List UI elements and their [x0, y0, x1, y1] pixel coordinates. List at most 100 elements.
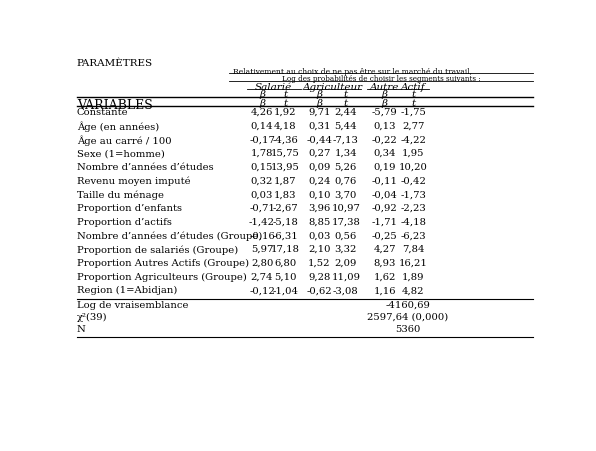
- Text: 17,18: 17,18: [271, 245, 300, 254]
- Text: Revenu moyen imputé: Revenu moyen imputé: [77, 176, 191, 186]
- Text: Agriculteur: Agriculteur: [303, 83, 362, 92]
- Text: Log de vraisemblance: Log de vraisemblance: [77, 300, 188, 309]
- Text: 0,27: 0,27: [308, 149, 331, 158]
- Text: -5,79: -5,79: [372, 108, 398, 117]
- Text: 1,34: 1,34: [334, 149, 357, 158]
- Text: -0,62: -0,62: [306, 286, 332, 295]
- Text: -0,12: -0,12: [249, 286, 275, 295]
- Text: -1,42: -1,42: [249, 218, 275, 227]
- Text: 1,78: 1,78: [251, 149, 274, 158]
- Text: -6,23: -6,23: [401, 231, 426, 240]
- Text: 1,89: 1,89: [402, 272, 424, 281]
- Text: 0,14: 0,14: [251, 122, 274, 131]
- Text: Proportion Agriculteurs (Groupe): Proportion Agriculteurs (Groupe): [77, 272, 247, 281]
- Text: -5,18: -5,18: [272, 218, 298, 227]
- Text: Taille du ménage: Taille du ménage: [77, 190, 164, 200]
- Text: 1,16: 1,16: [373, 286, 396, 295]
- Text: VARIABLES: VARIABLES: [77, 99, 153, 112]
- Text: 5,97: 5,97: [251, 245, 273, 254]
- Text: -0,42: -0,42: [401, 176, 426, 185]
- Text: t: t: [283, 90, 287, 99]
- Text: Âge (en années): Âge (en années): [77, 122, 159, 132]
- Text: 13,95: 13,95: [271, 163, 300, 172]
- Text: -4,36: -4,36: [272, 135, 298, 144]
- Text: 9,28: 9,28: [308, 272, 331, 281]
- Text: 0,10: 0,10: [308, 190, 331, 199]
- Text: Log des probabilités de choisir les segments suivants :: Log des probabilités de choisir les segm…: [282, 75, 481, 83]
- Text: 2,44: 2,44: [334, 108, 357, 117]
- Text: -2,23: -2,23: [401, 204, 426, 213]
- Text: -7,13: -7,13: [333, 135, 359, 144]
- Text: 5,10: 5,10: [274, 272, 297, 281]
- Text: β: β: [316, 99, 322, 108]
- Text: 3,96: 3,96: [308, 204, 331, 213]
- Text: 0,15: 0,15: [251, 163, 274, 172]
- Text: 0,03: 0,03: [251, 190, 273, 199]
- Text: β: β: [259, 90, 265, 99]
- Text: 6,80: 6,80: [274, 259, 296, 268]
- Text: t: t: [344, 90, 348, 99]
- Text: 17,38: 17,38: [331, 218, 360, 227]
- Text: 8,93: 8,93: [373, 259, 396, 268]
- Text: Proportion Autres Actifs (Groupe): Proportion Autres Actifs (Groupe): [77, 259, 249, 268]
- Text: -2,67: -2,67: [272, 204, 298, 213]
- Text: 16,21: 16,21: [399, 259, 427, 268]
- Text: 5360: 5360: [395, 325, 420, 334]
- Text: t: t: [344, 99, 348, 108]
- Text: PARAMÈTRES: PARAMÈTRES: [77, 59, 153, 68]
- Text: -4,22: -4,22: [401, 135, 426, 144]
- Text: N: N: [77, 325, 86, 334]
- Text: -3,08: -3,08: [333, 286, 359, 295]
- Text: 4,18: 4,18: [274, 122, 297, 131]
- Text: -6,31: -6,31: [272, 231, 298, 240]
- Text: -1,71: -1,71: [371, 218, 398, 227]
- Text: Proportion de salariés (Groupe): Proportion de salariés (Groupe): [77, 245, 238, 254]
- Text: 9,71: 9,71: [308, 108, 331, 117]
- Text: 2597,64 (0,000): 2597,64 (0,000): [367, 313, 448, 322]
- Text: Region (1=Abidjan): Region (1=Abidjan): [77, 286, 177, 295]
- Text: t: t: [411, 99, 415, 108]
- Text: 7,84: 7,84: [402, 245, 424, 254]
- Text: 1,92: 1,92: [274, 108, 297, 117]
- Text: 0,24: 0,24: [308, 176, 331, 185]
- Text: Nombre d’années d’études (Groupe): Nombre d’années d’études (Groupe): [77, 231, 262, 241]
- Text: Proportion d’enfants: Proportion d’enfants: [77, 204, 182, 213]
- Text: Relativement au choix de ne pas être sur le marché du travail,: Relativement au choix de ne pas être sur…: [234, 68, 473, 76]
- Text: -0,25: -0,25: [372, 231, 398, 240]
- Text: β: β: [381, 99, 387, 108]
- Text: 2,10: 2,10: [308, 245, 331, 254]
- Text: 8,85: 8,85: [308, 218, 331, 227]
- Text: 2,77: 2,77: [402, 122, 424, 131]
- Text: 3,32: 3,32: [334, 245, 357, 254]
- Text: -0,16: -0,16: [249, 231, 275, 240]
- Text: -0,17: -0,17: [249, 135, 275, 144]
- Text: Salarié: Salarié: [255, 83, 292, 92]
- Text: -0,44: -0,44: [306, 135, 333, 144]
- Text: Proportion d’actifs: Proportion d’actifs: [77, 218, 172, 227]
- Text: 0,31: 0,31: [308, 122, 331, 131]
- Text: -1,75: -1,75: [401, 108, 426, 117]
- Text: 15,75: 15,75: [271, 149, 300, 158]
- Text: β: β: [381, 90, 387, 99]
- Text: Autre: Autre: [370, 83, 399, 92]
- Text: -1,73: -1,73: [401, 190, 426, 199]
- Text: 2,09: 2,09: [334, 259, 357, 268]
- Text: 0,13: 0,13: [373, 122, 396, 131]
- Text: -0,92: -0,92: [372, 204, 398, 213]
- Text: 0,19: 0,19: [373, 163, 396, 172]
- Text: Nombre d’années d’études: Nombre d’années d’études: [77, 163, 213, 172]
- Text: -1,04: -1,04: [272, 286, 299, 295]
- Text: -0,22: -0,22: [372, 135, 398, 144]
- Text: Âge au carré / 100: Âge au carré / 100: [77, 135, 172, 146]
- Text: χ²(39): χ²(39): [77, 313, 107, 322]
- Text: t: t: [411, 90, 415, 99]
- Text: β: β: [259, 99, 265, 108]
- Text: 0,76: 0,76: [334, 176, 357, 185]
- Text: 2,74: 2,74: [251, 272, 274, 281]
- Text: Sexe (1=homme): Sexe (1=homme): [77, 149, 164, 158]
- Text: 10,20: 10,20: [399, 163, 427, 172]
- Text: 5,44: 5,44: [334, 122, 357, 131]
- Text: 3,70: 3,70: [334, 190, 357, 199]
- Text: 2,80: 2,80: [251, 259, 273, 268]
- Text: 11,09: 11,09: [331, 272, 360, 281]
